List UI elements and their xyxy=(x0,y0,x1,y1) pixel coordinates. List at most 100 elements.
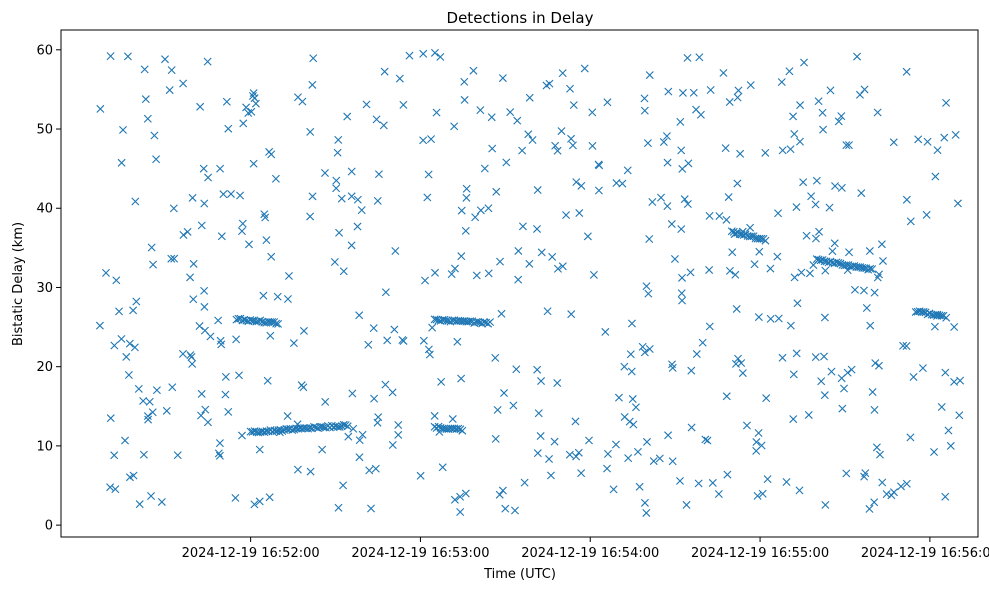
data-point xyxy=(355,311,364,320)
data-point xyxy=(495,490,504,499)
data-point xyxy=(941,492,950,501)
data-point xyxy=(144,415,153,424)
data-point xyxy=(430,48,439,57)
data-point xyxy=(201,405,210,414)
data-point xyxy=(558,262,567,271)
data-point xyxy=(148,408,157,417)
data-point xyxy=(663,202,672,211)
data-point xyxy=(594,186,603,195)
data-point xyxy=(721,144,730,153)
data-point xyxy=(299,326,308,335)
data-point xyxy=(678,296,687,305)
data-point xyxy=(337,194,346,203)
data-point xyxy=(214,449,223,458)
data-point xyxy=(668,363,677,372)
data-point xyxy=(774,209,783,218)
data-point xyxy=(139,396,148,405)
data-point xyxy=(633,447,642,456)
y-tick-label: 40 xyxy=(36,202,53,217)
data-point xyxy=(553,379,562,387)
data-point xyxy=(112,276,121,285)
data-point xyxy=(670,255,679,263)
data-point xyxy=(265,493,274,502)
data-point xyxy=(777,78,786,87)
data-point xyxy=(283,295,292,303)
data-point xyxy=(381,288,390,297)
data-point xyxy=(244,109,253,118)
data-point xyxy=(844,141,853,150)
data-point xyxy=(706,86,715,94)
data-point xyxy=(333,148,342,157)
data-point xyxy=(675,476,684,485)
data-point xyxy=(842,469,851,478)
data-point xyxy=(635,482,644,491)
data-point xyxy=(626,350,635,359)
data-point xyxy=(388,441,397,449)
data-point xyxy=(734,354,742,363)
data-point xyxy=(493,405,502,414)
data-point xyxy=(131,197,140,206)
data-point xyxy=(755,247,764,256)
data-point xyxy=(203,57,212,66)
data-point xyxy=(231,493,240,502)
data-point xyxy=(733,179,742,188)
data-point xyxy=(865,504,874,513)
data-point xyxy=(940,133,949,142)
data-point xyxy=(577,469,586,478)
data-point xyxy=(761,236,770,245)
data-point xyxy=(575,209,584,218)
data-point xyxy=(818,108,827,117)
data-point xyxy=(914,135,923,144)
data-point xyxy=(321,397,330,406)
data-point xyxy=(430,411,439,420)
data-point xyxy=(837,183,846,192)
data-point xyxy=(419,136,428,145)
data-point xyxy=(645,345,654,354)
data-point xyxy=(677,225,686,234)
data-point xyxy=(545,454,554,463)
data-point xyxy=(249,159,258,168)
data-point xyxy=(215,451,224,460)
data-point xyxy=(640,348,649,357)
data-point xyxy=(906,433,915,442)
data-point xyxy=(857,189,866,198)
data-point xyxy=(845,248,854,257)
data-point xyxy=(866,321,875,330)
data-point xyxy=(789,415,798,424)
data-point xyxy=(752,438,761,447)
data-point xyxy=(811,353,820,362)
data-point xyxy=(933,146,942,155)
data-point xyxy=(584,436,593,445)
data-point xyxy=(750,260,759,269)
data-point xyxy=(450,495,459,504)
data-point xyxy=(680,195,689,204)
data-point xyxy=(343,112,352,121)
data-point xyxy=(950,377,959,386)
data-point xyxy=(513,116,522,125)
data-point xyxy=(860,472,869,481)
data-point xyxy=(383,336,392,345)
data-point xyxy=(838,404,847,413)
data-point xyxy=(551,141,560,150)
data-point xyxy=(259,291,268,300)
data-point xyxy=(484,269,493,278)
data-point xyxy=(525,259,534,268)
data-point xyxy=(785,67,794,76)
data-point xyxy=(451,264,459,273)
data-point xyxy=(941,368,950,377)
data-point xyxy=(930,322,939,331)
data-point xyxy=(601,327,610,336)
data-point xyxy=(339,481,348,490)
data-point xyxy=(918,364,927,373)
data-point xyxy=(571,417,580,426)
data-point xyxy=(143,412,152,421)
data-point xyxy=(821,500,830,509)
data-point xyxy=(498,74,507,83)
data-point xyxy=(618,179,627,188)
data-point xyxy=(655,454,664,463)
data-point xyxy=(438,463,447,472)
data-point xyxy=(145,397,154,406)
data-point xyxy=(830,239,839,248)
data-point xyxy=(820,352,828,361)
data-point xyxy=(889,488,898,497)
